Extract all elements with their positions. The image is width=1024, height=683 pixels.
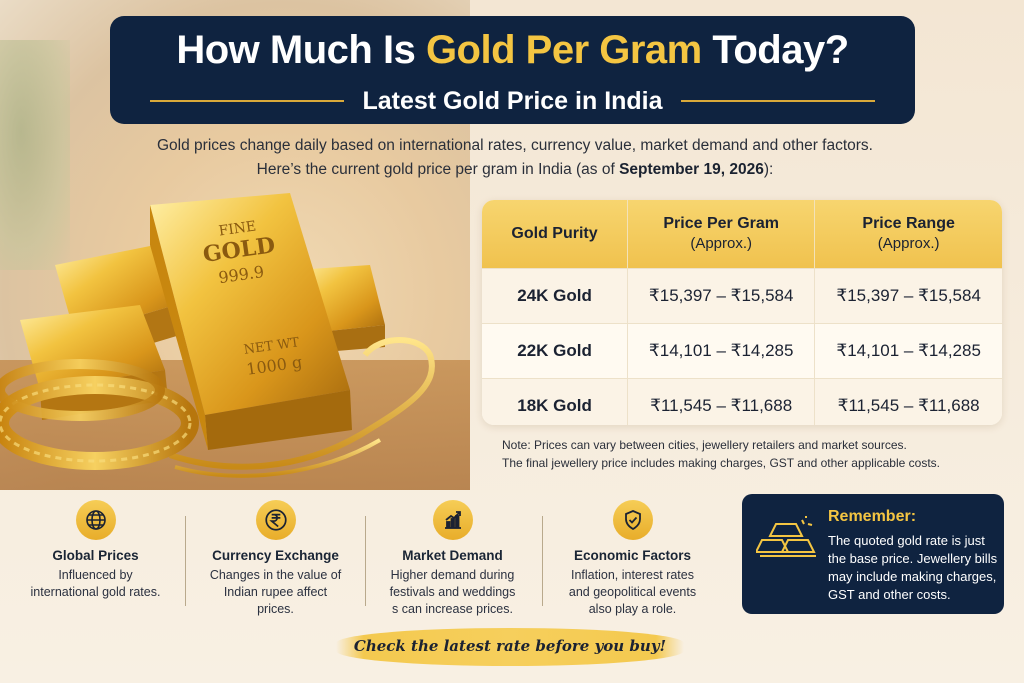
intro-date: September 19, 2026 bbox=[619, 161, 764, 178]
gold-bars-icon bbox=[756, 516, 816, 557]
shield-check-icon bbox=[612, 500, 653, 540]
header-price-sub: (Approx.) bbox=[690, 235, 753, 252]
remember-box: Remember: The quoted gold rate is just t… bbox=[742, 494, 1004, 614]
remember-title: Remember: bbox=[828, 508, 917, 525]
cta-text: Check the latest rate before you buy! bbox=[353, 637, 667, 655]
rupee-icon bbox=[255, 500, 296, 540]
cell-purity: 18K Gold bbox=[482, 378, 629, 425]
note-line-1: Note: Prices can vary between cities, je… bbox=[502, 438, 907, 452]
price-table: Gold Purity Price Per Gram (Approx.) Pric… bbox=[482, 200, 1002, 425]
table-row: 18K Gold ₹11,545 – ₹11,688 ₹11,545 – ₹11… bbox=[482, 378, 1002, 425]
factor-title: Currency Exchange bbox=[212, 548, 339, 563]
divider-left bbox=[150, 100, 345, 102]
header-price: Price Per Gram (Approx.) bbox=[627, 200, 816, 269]
cta-brush-stroke bbox=[336, 628, 684, 666]
table-row: 22K Gold ₹14,101 – ₹14,285 ₹14,101 – ₹14… bbox=[482, 323, 1002, 379]
gold-chain bbox=[169, 337, 435, 478]
globe-icon bbox=[75, 500, 116, 540]
intro-line-1: Gold prices change daily based on intern… bbox=[157, 137, 873, 154]
title-part-1: How Much Is bbox=[176, 28, 426, 72]
factor-title: Market Demand bbox=[402, 548, 503, 563]
factor-currency-exchange: Currency Exchange Changes in the value o… bbox=[188, 500, 363, 618]
cell-purity: 22K Gold bbox=[482, 323, 629, 379]
subtitle-row: Latest Gold Price in India bbox=[150, 86, 875, 116]
header-purity-label: Gold Purity bbox=[511, 225, 598, 242]
factor-title: Economic Factors bbox=[573, 548, 692, 563]
page-subtitle: Latest Gold Price in India bbox=[362, 86, 663, 115]
bar-text-fine: FINE bbox=[218, 218, 258, 239]
cell-price: ₹11,545 – ₹11,688 bbox=[627, 378, 816, 425]
remember-text: The quoted gold rate is just the base pr… bbox=[828, 533, 998, 602]
factor-divider bbox=[365, 516, 366, 606]
factor-economic-factors: Economic Factors Inflation, interest rat… bbox=[545, 500, 720, 618]
chart-up-icon bbox=[432, 500, 473, 540]
header-range: Price Range (Approx.) bbox=[814, 200, 1002, 269]
header-range-label: Price Range bbox=[862, 215, 955, 232]
table-header-row: Gold Purity Price Per Gram (Approx.) Pric… bbox=[482, 200, 1002, 269]
gold-bangle-back bbox=[0, 359, 165, 421]
factor-title: Global Prices bbox=[52, 548, 139, 563]
cta-banner: Check the latest rate before you buy! bbox=[336, 628, 684, 666]
cell-purity: 24K Gold bbox=[482, 268, 629, 324]
factor-desc: Higher demand during festivals and weddi… bbox=[389, 568, 516, 616]
divider-right bbox=[680, 100, 875, 102]
factor-global-prices: Global Prices Influenced by internationa… bbox=[8, 500, 183, 601]
note-line-2: The final jewellery price includes makin… bbox=[502, 456, 940, 470]
intro-line-2: Here’s the current gold price per gram i… bbox=[120, 158, 910, 182]
intro-line-2-text: Here’s the current gold price per gram i… bbox=[256, 161, 620, 178]
header-purity: Gold Purity bbox=[482, 200, 629, 269]
plant-blur bbox=[0, 40, 70, 270]
factor-desc: Changes in the value of Indian rupee aff… bbox=[209, 568, 342, 616]
gold-bars-illustration: FINE GOLD 999.9 NET WT 1000 g bbox=[0, 193, 435, 478]
cell-range: ₹15,397 – ₹15,584 bbox=[814, 268, 1002, 324]
header-price-label: Price Per Gram bbox=[663, 215, 779, 232]
factor-divider bbox=[542, 516, 543, 606]
intro-line-2-end: ): bbox=[763, 161, 774, 178]
gold-bar-main bbox=[150, 193, 350, 415]
factor-desc: Inflation, interest rates and geopolitic… bbox=[568, 568, 697, 616]
title-part-3: Today? bbox=[701, 28, 849, 72]
price-note: Note: Prices can vary between cities, je… bbox=[502, 436, 1002, 472]
cell-range: ₹14,101 – ₹14,285 bbox=[814, 323, 1002, 379]
cell-price: ₹14,101 – ₹14,285 bbox=[627, 323, 816, 379]
factor-divider bbox=[185, 516, 186, 606]
factor-market-demand: Market Demand Higher demand during festi… bbox=[365, 500, 540, 618]
title-highlight: Gold Per Gram bbox=[425, 28, 702, 72]
factor-desc: Influenced by international gold rates. bbox=[30, 568, 161, 599]
header-range-sub: (Approx.) bbox=[877, 235, 940, 252]
page-title: How Much Is Gold Per Gram Today? bbox=[110, 28, 915, 73]
cell-range: ₹11,545 – ₹11,688 bbox=[814, 378, 1002, 425]
table-row: 24K Gold ₹15,397 – ₹15,584 ₹15,397 – ₹15… bbox=[482, 268, 1002, 324]
cell-price: ₹15,397 – ₹15,584 bbox=[627, 268, 816, 324]
title-banner: How Much Is Gold Per Gram Today? Latest … bbox=[110, 16, 915, 124]
